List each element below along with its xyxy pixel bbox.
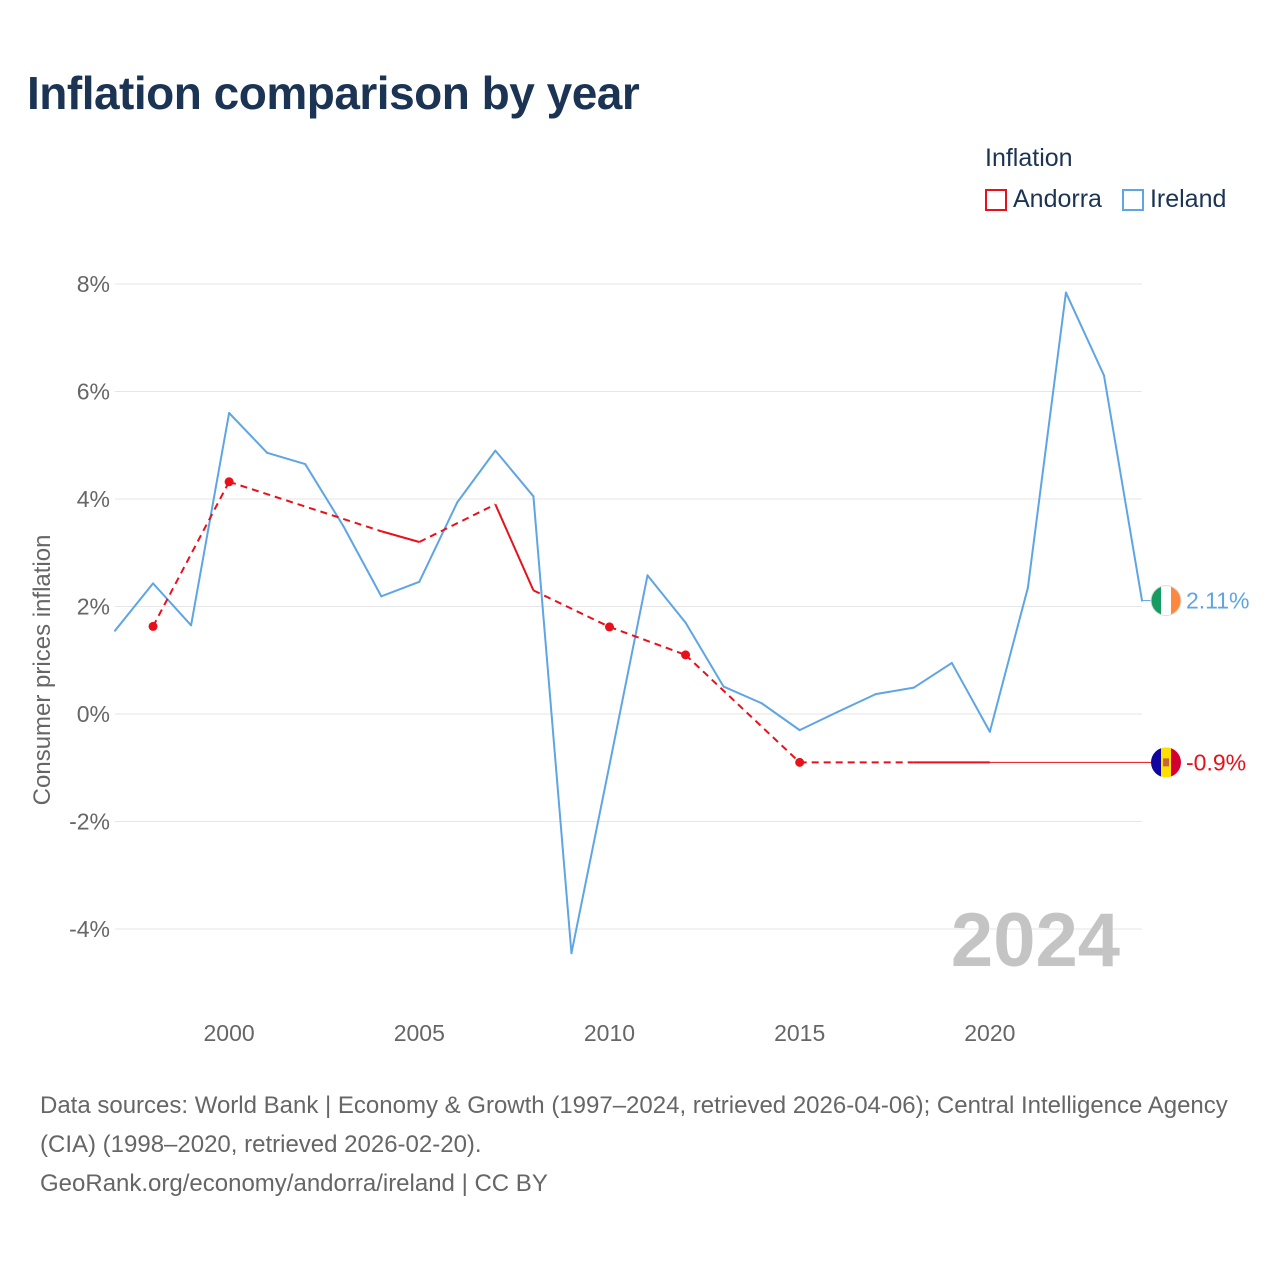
ireland-flag-orange [1171, 585, 1181, 616]
ireland-flag-icon [1150, 585, 1182, 617]
legend: Inflation Andorra Ireland [985, 144, 1226, 214]
y-tick-label: -4% [69, 916, 110, 942]
x-tick-label: 2015 [774, 1020, 825, 1046]
andorra-data-point [148, 621, 158, 631]
ireland-line-segment [1026, 291, 1067, 589]
series-ireland [114, 291, 1143, 955]
ireland-line-segment [798, 710, 839, 732]
series-andorra [148, 477, 990, 767]
x-tick-label: 2020 [964, 1020, 1015, 1046]
ireland-line-segment [1102, 374, 1143, 602]
ireland-line-segment [646, 574, 687, 624]
legend-title: Inflation [985, 144, 1073, 172]
x-tick-label: 2000 [204, 1020, 255, 1046]
ireland-line-segment [266, 451, 307, 466]
ireland-line-segment [152, 582, 193, 627]
ireland-line-segment [950, 661, 991, 733]
y-tick-label: -2% [69, 809, 110, 835]
ireland-line-segment [380, 580, 421, 598]
y-axis-label: Consumer prices inflation [29, 535, 56, 806]
ireland-line-segment [684, 621, 725, 688]
andorra-line-segment [228, 480, 382, 533]
andorra-flag-red [1171, 747, 1181, 778]
ireland-line-segment [494, 449, 535, 498]
y-tick-label: 2% [77, 594, 110, 620]
andorra-data-point [795, 757, 805, 767]
andorra-line-segment [684, 654, 801, 764]
ireland-end-label: 2.11% [1186, 588, 1250, 614]
ireland-line-segment [418, 501, 459, 583]
andorra-line-segment [494, 503, 535, 591]
ireland-line-segment [760, 702, 801, 732]
andorra-line-segment [380, 530, 420, 543]
ireland-line-segment [114, 582, 155, 632]
ireland-line-segment [874, 686, 915, 696]
legend-item-ireland[interactable]: Ireland [1121, 185, 1227, 214]
ireland-flag-white [1161, 585, 1171, 616]
andorra-flag-icon [1151, 747, 1181, 778]
ireland-line-segment [988, 586, 1029, 733]
y-tick-label: 6% [77, 379, 110, 405]
ireland-flag-stripes [1151, 585, 1181, 616]
ireland-line-segment [1064, 291, 1105, 377]
x-tick-label: 2005 [394, 1020, 445, 1046]
ireland-line-segment [608, 574, 649, 767]
legend-label-andorra: Andorra [1013, 185, 1102, 213]
ireland-line-segment [722, 685, 763, 705]
andorra-line-segment [609, 625, 686, 656]
legend-label-ireland: Ireland [1149, 185, 1227, 213]
ireland-line-segment [456, 449, 497, 504]
year-watermark: 2024 [951, 898, 1120, 983]
andorra-flag-blue [1151, 747, 1161, 778]
y-tick-label: 4% [77, 486, 110, 512]
andorra-line-segment [532, 589, 610, 628]
ireland-line-segment [836, 693, 877, 713]
ireland-line-segment [342, 524, 383, 598]
andorra-end-label: -0.9% [1186, 749, 1246, 775]
andorra-data-point [681, 650, 691, 660]
y-tick-label: 0% [77, 701, 110, 727]
ireland-line-segment [532, 495, 573, 955]
andorra-flag-emblem [1163, 758, 1169, 767]
andorra-data-point [224, 477, 234, 487]
ireland-flag-green [1151, 585, 1161, 616]
footer: Data sources: World Bank | Economy & Gro… [40, 1086, 1240, 1203]
andorra-line-segment [418, 503, 496, 543]
andorra-line-segment [152, 481, 230, 627]
page-title: Inflation comparison by year [27, 67, 640, 119]
ireland-line-segment [228, 412, 269, 454]
data-sources: Data sources: World Bank | Economy & Gro… [40, 1092, 1228, 1158]
ireland-flag-border [1150, 585, 1182, 617]
line-chart: 8% 6% 4% 2% 0% -2% -4% 2000 2005 2010 2015 2020 Cons… [29, 271, 1250, 1046]
x-tick-label: 2010 [584, 1020, 635, 1046]
legend-item-andorra[interactable]: Andorra [985, 185, 1102, 214]
ireland-line-segment [304, 463, 345, 527]
y-tick-label: 8% [77, 271, 110, 297]
legend-swatch-ireland [1121, 188, 1144, 211]
credit-line[interactable]: GeoRank.org/economy/andorra/ireland | CC… [40, 1170, 548, 1197]
ireland-line-segment [570, 764, 611, 955]
andorra-data-point [604, 622, 614, 632]
ireland-line-segment [912, 661, 953, 689]
legend-swatch-andorra [985, 188, 1007, 211]
andorra-flag-stripes [1151, 747, 1181, 778]
